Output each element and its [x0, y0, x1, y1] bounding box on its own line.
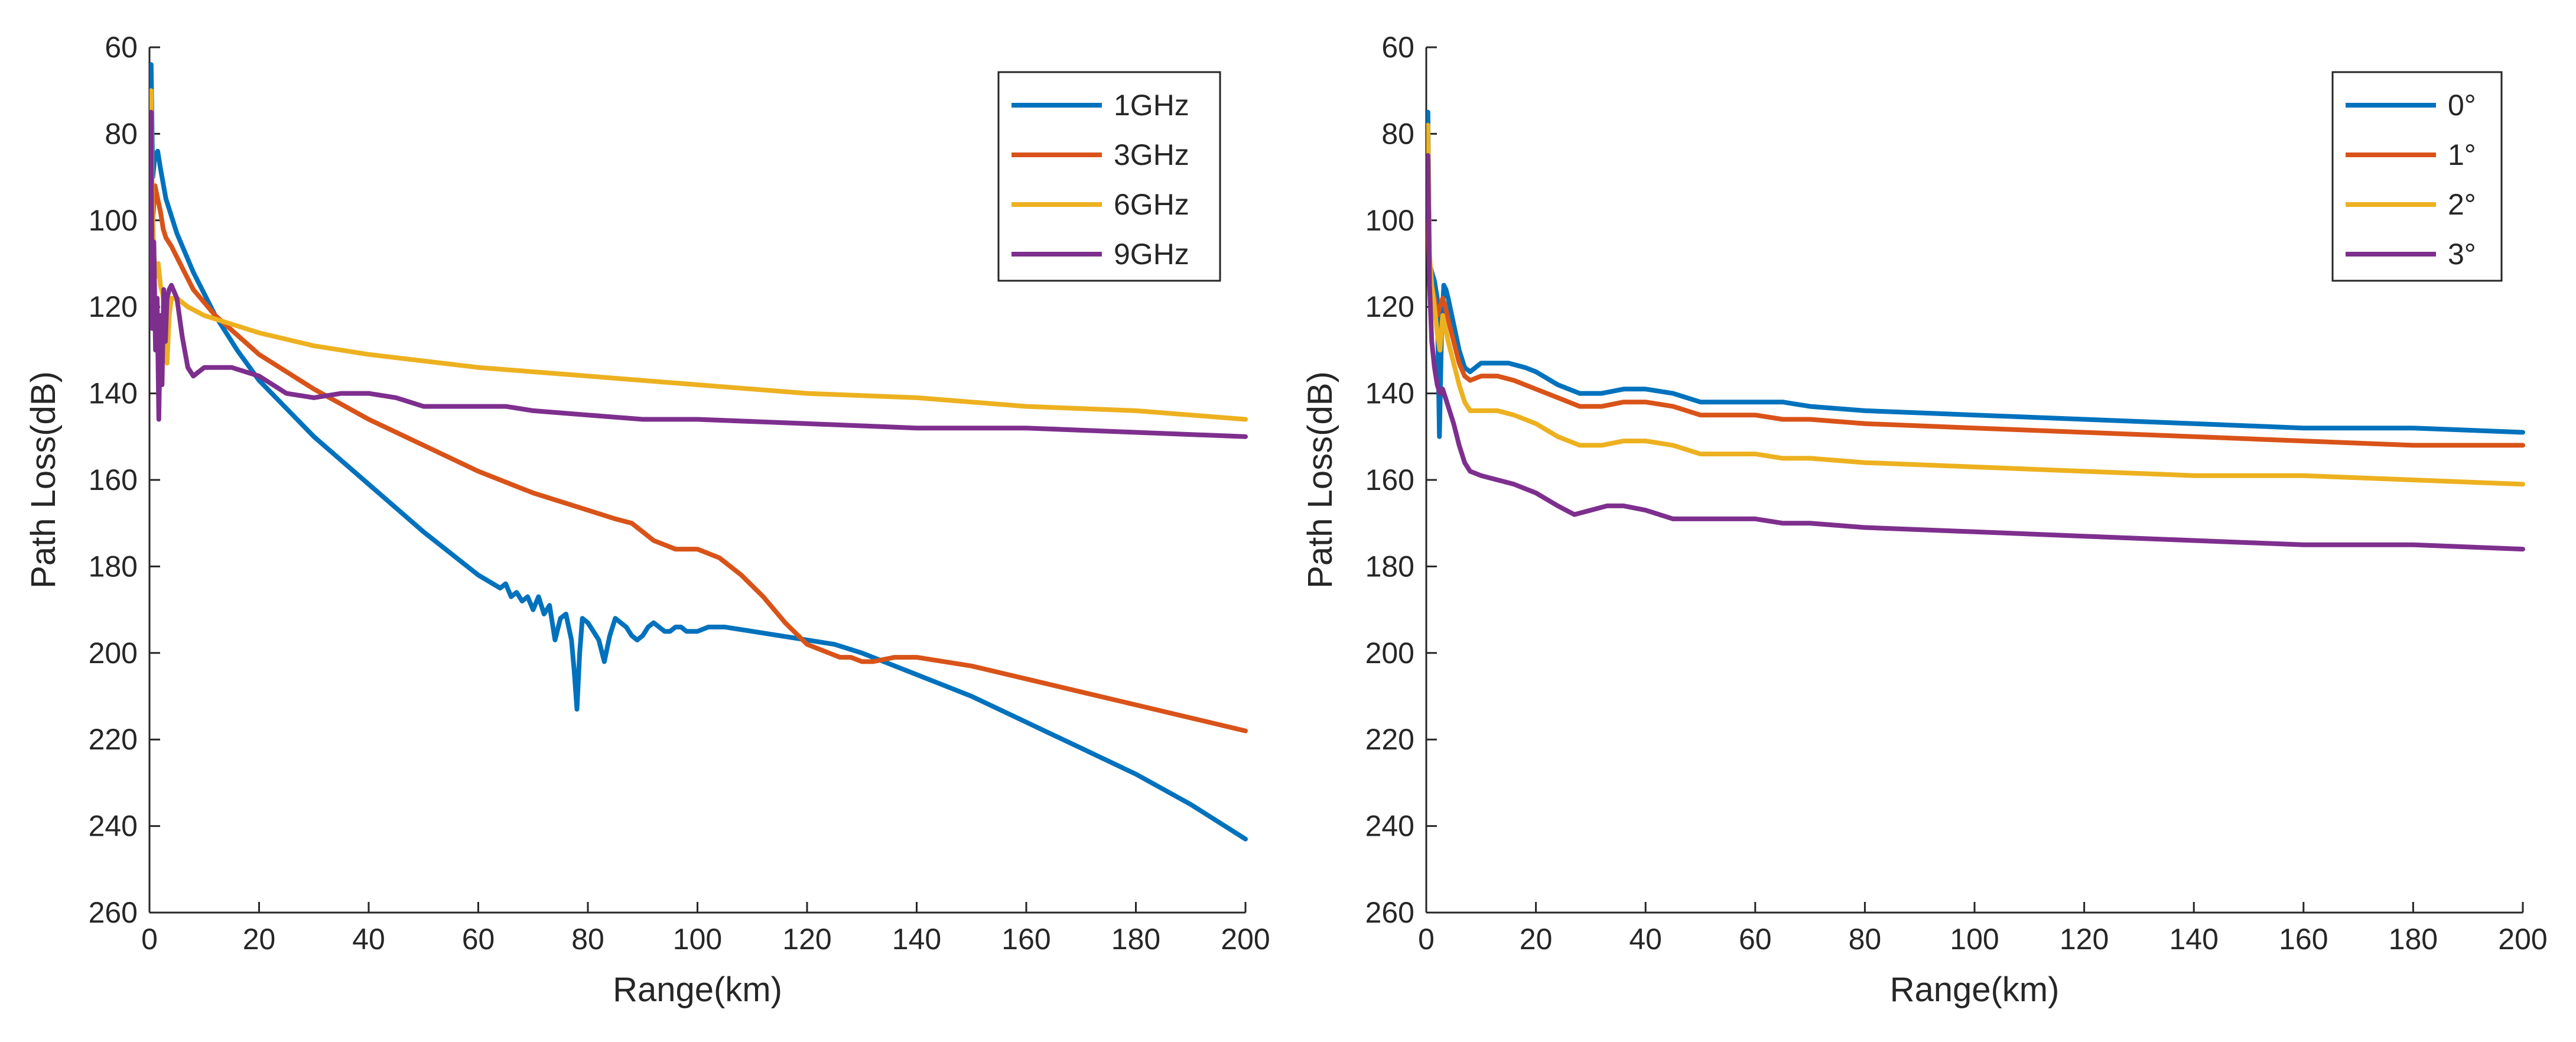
- legend-label: 3GHz: [1114, 138, 1189, 171]
- y-tick-label: 80: [1381, 117, 1414, 150]
- y-tick-label: 260: [1365, 896, 1414, 929]
- series-line-4: [149, 109, 1248, 439]
- legend-label: 0°: [2448, 89, 2476, 122]
- y-tick-label: 260: [89, 896, 138, 929]
- x-tick-label: 140: [892, 923, 941, 956]
- legend-label: 3°: [2448, 238, 2476, 271]
- y-tick-label: 140: [89, 377, 138, 410]
- legend: 1GHz 3GHz 6GHz 9GHz: [997, 71, 1221, 282]
- x-tick-label: 60: [462, 923, 495, 956]
- y-tick-label: 220: [89, 723, 138, 756]
- x-tick-label: 120: [782, 923, 831, 956]
- x-tick-label: 160: [2279, 923, 2328, 956]
- x-tick-label: 100: [1950, 923, 1999, 956]
- x-tick-label: 120: [2060, 923, 2109, 956]
- x-tick-label: 0: [141, 923, 158, 956]
- y-tick-label: 120: [89, 290, 138, 323]
- x-tick-label: 160: [1001, 923, 1050, 956]
- y-tick-label: 160: [1365, 463, 1414, 496]
- x-tick-label: 180: [1111, 923, 1160, 956]
- x-axis-title: Range(km): [1890, 970, 2060, 1009]
- legend: 0° 1° 2° 3°: [2331, 71, 2503, 282]
- x-tick-label: 20: [1520, 923, 1553, 956]
- legend-label: 1°: [2448, 138, 2476, 171]
- y-tick-label: 100: [1365, 204, 1414, 237]
- y-tick-label: 60: [105, 31, 138, 64]
- x-tick-label: 0: [1418, 923, 1435, 956]
- x-tick-label: 40: [1629, 923, 1662, 956]
- x-tick-label: 80: [571, 923, 604, 956]
- series-line-2: [149, 166, 1248, 733]
- y-tick-label: 200: [1365, 637, 1414, 670]
- x-tick-label: 60: [1739, 923, 1772, 956]
- x-tick-label: 80: [1849, 923, 1882, 956]
- x-tick-label: 180: [2389, 923, 2438, 956]
- legend-label: 9GHz: [1114, 238, 1189, 271]
- x-tick-label: 200: [2498, 923, 2547, 956]
- y-tick-label: 140: [1365, 377, 1414, 410]
- y-tick-label: 100: [89, 204, 138, 237]
- y-axis-title: Path Loss(dB): [1301, 371, 1339, 589]
- y-tick-label: 240: [89, 810, 138, 843]
- legend-label: 6GHz: [1114, 188, 1189, 221]
- series-line-4: [1426, 153, 2525, 552]
- x-tick-label: 100: [673, 923, 722, 956]
- legend-label: 2°: [2448, 188, 2476, 221]
- series-line-1: [149, 62, 1248, 842]
- y-tick-label: 80: [105, 117, 138, 150]
- y-tick-label: 200: [89, 637, 138, 670]
- x-tick-label: 20: [243, 923, 276, 956]
- series-line-3: [149, 88, 1248, 422]
- y-tick-label: 60: [1381, 31, 1414, 64]
- x-tick-label: 40: [352, 923, 385, 956]
- y-tick-label: 120: [1365, 290, 1414, 323]
- y-tick-label: 220: [1365, 723, 1414, 756]
- series-line-2: [1426, 218, 2525, 448]
- x-tick-label: 140: [2169, 923, 2218, 956]
- y-tick-label: 240: [1365, 810, 1414, 843]
- y-tick-label: 180: [1365, 550, 1414, 583]
- y-tick-label: 180: [89, 550, 138, 583]
- x-axis-title: Range(km): [613, 970, 782, 1009]
- series-line-3: [1426, 122, 2525, 487]
- legend-label: 1GHz: [1114, 89, 1189, 122]
- y-tick-label: 160: [89, 463, 138, 496]
- y-axis-title: Path Loss(dB): [24, 371, 63, 589]
- x-tick-label: 200: [1221, 923, 1270, 956]
